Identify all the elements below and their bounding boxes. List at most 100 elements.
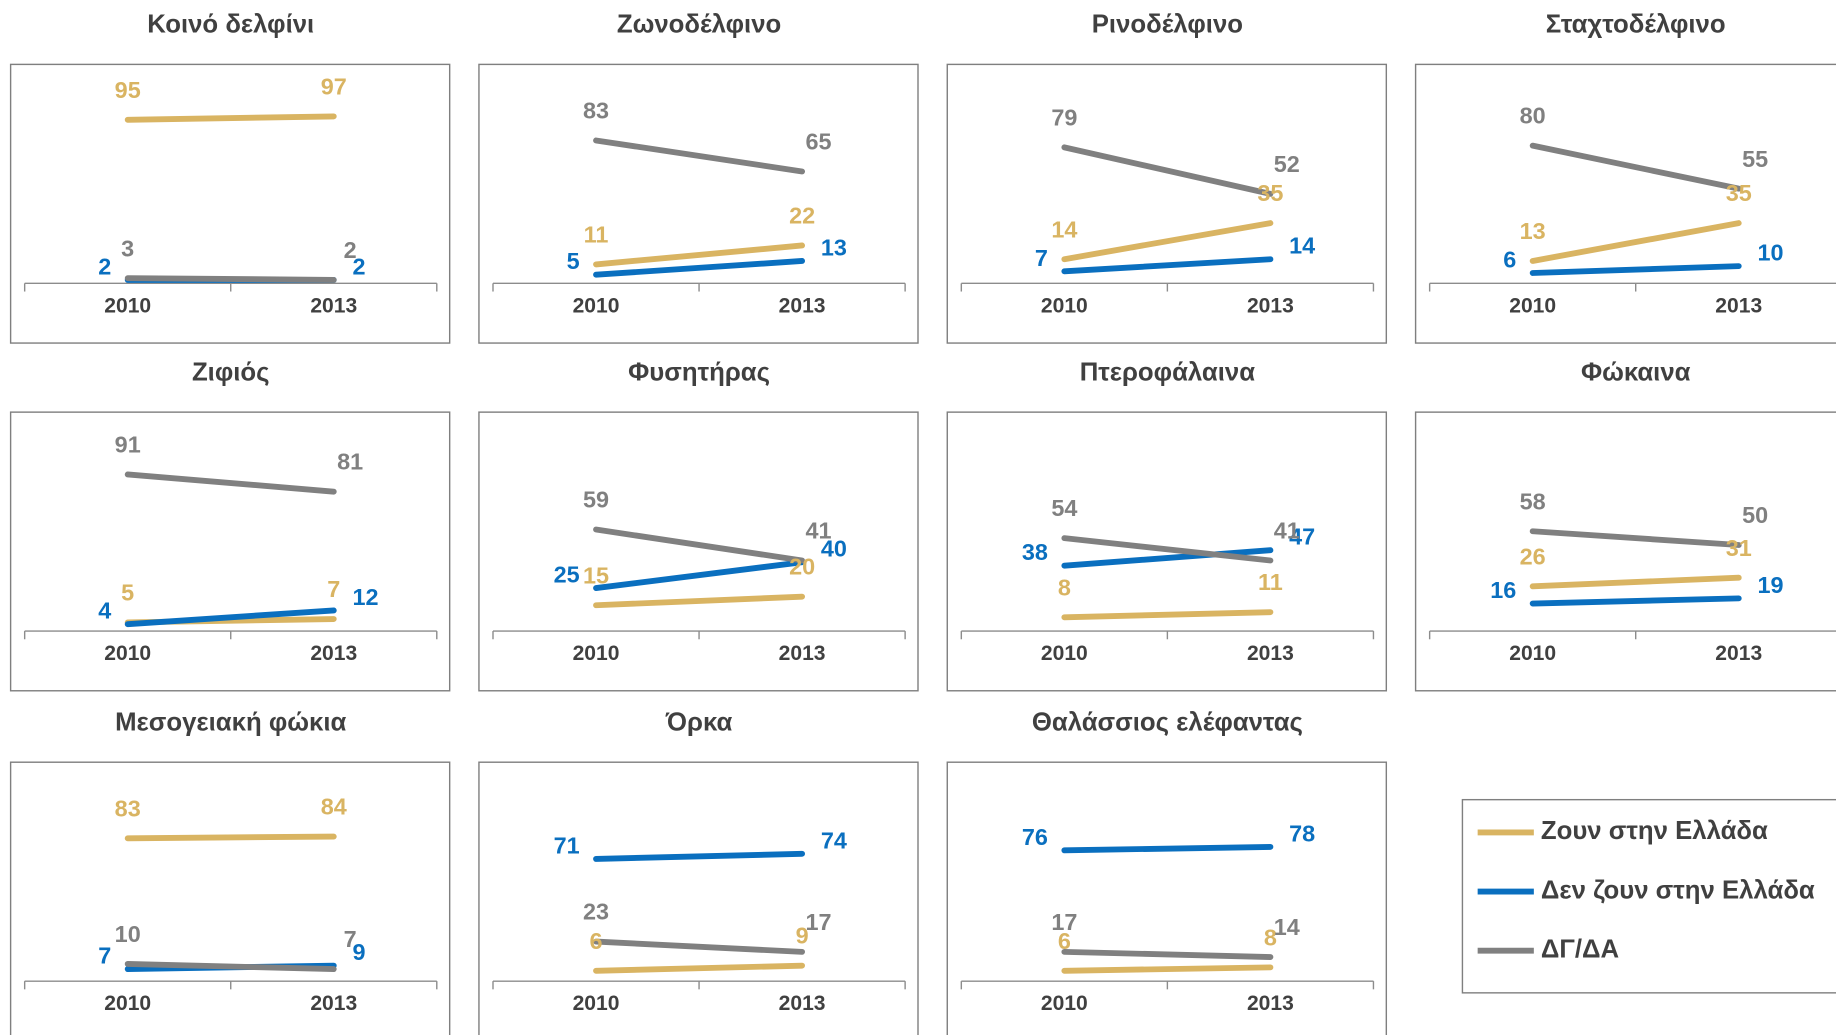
data-label: 52 [1274,151,1300,177]
data-label: 41 [1274,518,1300,544]
data-label: 76 [1022,824,1048,850]
series-line [124,113,337,123]
series-line [593,242,806,268]
data-label: 26 [1520,543,1546,569]
panel-border [9,411,451,692]
x-tick-label: 2013 [779,642,826,665]
data-label: 54 [1051,495,1077,521]
legend-label: Ζουν στην Ελλάδα [1541,817,1768,845]
data-label: 80 [1520,103,1546,129]
data-label: 9 [796,923,809,949]
legend-label: ΔΓ/ΔΑ [1541,935,1619,963]
data-label: 23 [583,899,609,925]
x-tick-label: 2013 [1247,642,1294,665]
data-label: 81 [337,449,363,475]
series-line [593,526,806,564]
data-label: 5 [567,248,580,274]
panel-border [9,63,451,344]
data-label: 97 [321,73,347,99]
data-label: 3 [121,235,134,261]
data-label: 19 [1757,572,1783,598]
data-label: 38 [1022,539,1048,565]
data-label: 35 [1726,180,1752,206]
series-line [124,471,337,495]
x-tick-label: 2013 [779,992,826,1015]
panel-border [1414,411,1836,692]
chart-title: Φυσητήρας [628,358,770,386]
data-label: 17 [805,909,831,935]
chart-title: Ζωνοδέλφινο [617,11,781,39]
data-label: 78 [1289,820,1315,846]
series-line [1061,948,1274,960]
data-label: 7 [1035,245,1048,271]
data-label: 58 [1520,488,1546,514]
panel-border [946,63,1388,344]
series-line [124,961,337,973]
data-label: 14 [1289,233,1315,259]
data-label: 55 [1742,146,1768,172]
series-line [124,833,337,842]
x-tick-label: 2013 [310,992,357,1015]
x-tick-label: 2013 [1715,294,1762,317]
x-tick-label: 2010 [573,992,620,1015]
x-tick-label: 2013 [1247,992,1294,1015]
data-label: 50 [1742,502,1768,528]
panel-border [478,411,919,692]
data-label: 16 [1490,577,1516,603]
data-label: 95 [115,77,141,103]
chart-title: Φώκαινα [1581,358,1691,386]
data-label: 83 [583,98,609,124]
series-line [1061,535,1274,564]
data-label: 8 [1058,574,1071,600]
x-tick-label: 2010 [573,294,620,317]
chart-title: Πτεροφάλαινα [1080,358,1256,386]
data-label: 11 [1258,569,1283,595]
panel-border [9,761,451,1035]
series-line [124,607,337,628]
data-label: 40 [821,536,847,562]
data-label: 8 [1264,924,1277,950]
data-label: 6 [1058,928,1071,954]
series-line [593,559,806,591]
x-tick-label: 2013 [1715,642,1762,665]
x-tick-label: 2010 [573,642,620,665]
data-label: 6 [1503,246,1516,272]
data-label: 71 [554,832,580,858]
data-label: 79 [1051,104,1077,130]
x-tick-label: 2010 [1041,992,1088,1015]
data-label: 13 [821,234,847,260]
data-label: 74 [821,827,847,853]
data-label: 65 [805,129,831,155]
x-tick-label: 2010 [1509,642,1556,665]
data-label: 47 [1289,524,1315,550]
series-line [593,850,806,862]
x-tick-label: 2010 [1041,294,1088,317]
series-line [1061,547,1274,569]
chart-title: Ρινοδέλφινο [1092,11,1243,39]
series-line [593,258,806,278]
chart-title: Σταχτοδέλφινο [1546,11,1726,39]
data-label: 14 [1051,216,1077,242]
data-label: 31 [1726,535,1752,561]
series-line [1061,256,1274,275]
data-label: 2 [344,237,357,263]
x-tick-label: 2010 [1041,642,1088,665]
data-label: 2 [352,253,365,279]
panel-border [946,411,1388,692]
data-label: 15 [583,562,609,588]
series-line [1061,609,1274,621]
panel-border [478,761,919,1035]
x-tick-label: 2010 [104,642,151,665]
data-label: 13 [1520,218,1546,244]
series-line [593,938,806,955]
series-line [124,275,337,283]
chart-title: Όρκα [665,708,733,736]
series-line [1529,142,1742,192]
series-line [1061,843,1274,854]
series-line [1061,144,1274,197]
series-line [1529,220,1742,264]
series-line [1529,595,1742,607]
data-label: 7 [327,576,340,602]
data-label: 11 [584,221,609,247]
data-label: 17 [1051,909,1077,935]
